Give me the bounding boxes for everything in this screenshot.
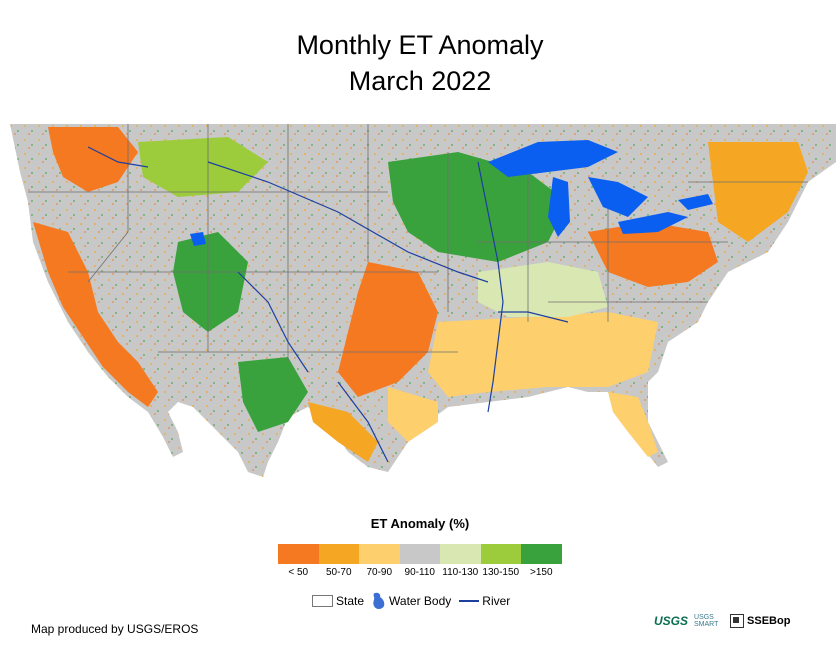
anomaly-region-northeast bbox=[708, 142, 808, 242]
lake-michigan bbox=[548, 177, 570, 237]
legend-water-body: Water Body bbox=[372, 592, 451, 610]
legend-color-scale bbox=[278, 544, 562, 564]
great-lakes bbox=[190, 140, 713, 246]
anomaly-region-south-texas bbox=[308, 402, 378, 462]
legend-label: 70-90 bbox=[366, 567, 393, 578]
agency-logos: USGS USGS SMART SSEBop bbox=[654, 614, 790, 628]
legend-swatch-90-110 bbox=[399, 544, 440, 564]
map-subtitle-date: March 2022 bbox=[348, 66, 492, 96]
anomaly-region-great-basin bbox=[173, 232, 248, 332]
anomaly-region-southern-plains bbox=[338, 262, 438, 397]
legend-water-body-label: Water Body bbox=[389, 594, 452, 608]
great-salt-lake bbox=[190, 232, 206, 246]
lake-superior bbox=[488, 140, 618, 177]
anomaly-region-florida bbox=[608, 392, 658, 457]
legend-label: 90-110 bbox=[404, 567, 435, 578]
et-anomaly-map bbox=[10, 124, 836, 477]
lake-erie bbox=[618, 212, 688, 234]
map-title: Monthly ET Anomaly bbox=[296, 30, 544, 60]
usgs-logo: USGS bbox=[654, 614, 689, 628]
legend-state-label: State bbox=[336, 594, 365, 608]
anomaly-region-midwest-light bbox=[478, 262, 608, 317]
water-body-icon bbox=[373, 592, 385, 609]
anomaly-region-southeast bbox=[428, 312, 658, 397]
map-symbol-legend: State Water Body River bbox=[312, 592, 518, 610]
legend-label: >150 bbox=[529, 567, 553, 578]
ssebop-logo-text: SSEBop bbox=[747, 615, 791, 627]
legend-swatch-50-70 bbox=[318, 544, 359, 564]
anomaly-region-northwest bbox=[48, 127, 138, 192]
legend-label: < 50 bbox=[288, 567, 309, 578]
legend-swatch-70-90 bbox=[359, 544, 400, 564]
legend-state: State bbox=[312, 594, 364, 608]
anomaly-region-northern-plains bbox=[388, 152, 568, 262]
usgs-smart-logo: USGS SMART bbox=[694, 614, 719, 628]
anomaly-region-montana bbox=[138, 137, 268, 197]
anomaly-region-southwest bbox=[238, 357, 308, 432]
ssebop-logo: SSEBop bbox=[730, 614, 790, 628]
legend-labels: < 50 50-70 70-90 90-110 110-130 130-150 … bbox=[278, 567, 562, 578]
ssebop-mark-icon bbox=[730, 614, 745, 628]
legend-label: 110-130 bbox=[442, 567, 479, 578]
state-symbol-icon bbox=[312, 595, 333, 607]
river-line-icon bbox=[459, 600, 480, 602]
anomaly-region-texas-coast bbox=[388, 387, 438, 442]
credit-text: Map produced by USGS/EROS bbox=[31, 622, 199, 636]
legend-title: ET Anomaly (%) bbox=[370, 516, 470, 531]
legend-river: River bbox=[459, 594, 510, 608]
anomaly-region-ohio-valley bbox=[588, 222, 718, 287]
legend-label: 130-150 bbox=[482, 567, 520, 578]
legend-label: 50-70 bbox=[325, 567, 352, 578]
lake-huron bbox=[588, 177, 648, 217]
legend-swatch-lt50 bbox=[278, 544, 319, 564]
lake-ontario bbox=[678, 194, 713, 210]
legend-swatch-110-130 bbox=[440, 544, 481, 564]
legend-swatch-130-150 bbox=[480, 544, 521, 564]
anomaly-region-pacific-coast bbox=[33, 222, 158, 407]
rivers bbox=[87, 146, 569, 463]
legend-swatch-gt150 bbox=[521, 544, 562, 564]
legend-river-label: River bbox=[482, 594, 511, 608]
